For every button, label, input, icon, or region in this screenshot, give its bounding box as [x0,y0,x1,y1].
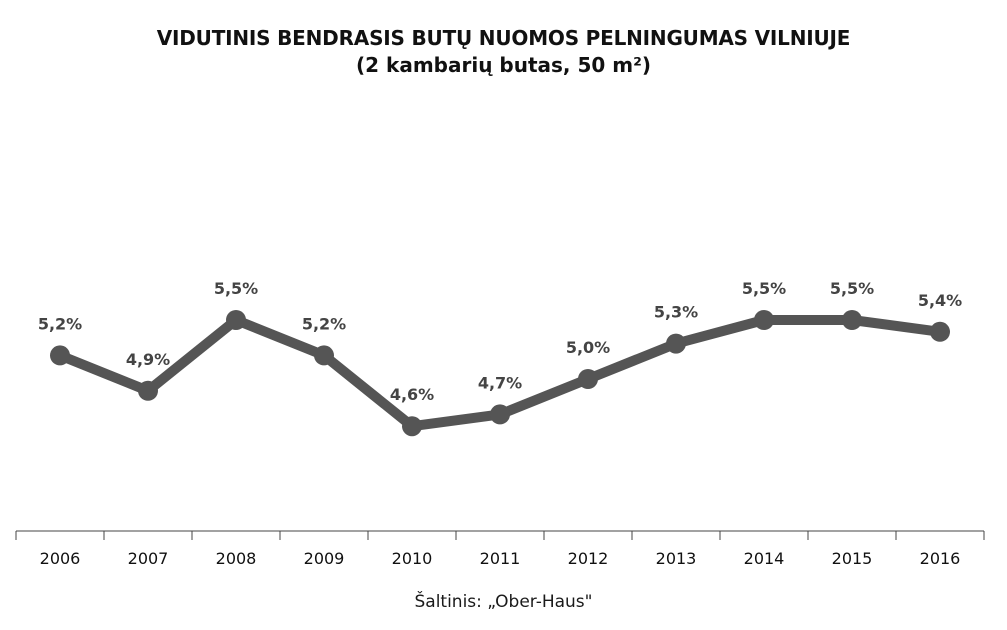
data-point [314,345,334,366]
x-tick-label: 2012 [568,549,609,568]
data-label: 5,5% [742,279,786,298]
x-tick-label: 2009 [304,549,345,568]
x-tick-label: 2015 [832,549,873,568]
x-tick-label: 2014 [744,549,785,568]
data-point [754,310,774,330]
data-label: 4,9% [126,350,170,369]
x-axis-ticks [15,531,985,540]
data-label: 4,6% [390,385,434,404]
data-label: 5,3% [654,303,698,322]
x-tick-label: 2016 [920,549,961,568]
x-tick-label: 2010 [392,549,433,568]
data-point [490,404,510,425]
data-label: 5,5% [830,279,874,298]
data-label: 5,4% [918,291,962,310]
data-labels: 5,2% 4,9% 5,5% 5,2% 4,6% 4,7% 5,0% 5,3% 5,5% 5,5%… [38,279,962,404]
data-point [578,369,598,389]
x-axis-tick-labels: 2006 2007 2008 2009 2010 2011 2012 2013 2014 2015… [40,549,961,568]
data-point [666,333,686,354]
data-point [930,321,950,342]
source-note: Šaltinis: „Ober-Haus" [414,592,593,612]
data-label: 5,2% [302,314,346,333]
data-label: 4,7% [478,373,522,392]
data-point [402,416,422,437]
data-label: 5,2% [38,314,82,333]
data-label: 5,5% [214,279,258,298]
chart-title: VIDUTINIS BENDRASIS BUTŲ NUOMOS PELNINGU… [156,26,851,50]
x-tick-label: 2006 [40,549,81,568]
data-point [50,345,70,366]
x-tick-label: 2011 [480,549,521,568]
x-tick-label: 2008 [216,549,257,568]
data-label: 5,0% [566,338,610,357]
x-tick-label: 2013 [656,549,697,568]
chart-subtitle: (2 kambarių butas, 50 m²) [356,53,651,77]
series-group [50,310,950,437]
x-tick-label: 2007 [128,549,169,568]
data-point [138,380,158,401]
data-point [842,310,862,330]
data-point [226,310,246,330]
